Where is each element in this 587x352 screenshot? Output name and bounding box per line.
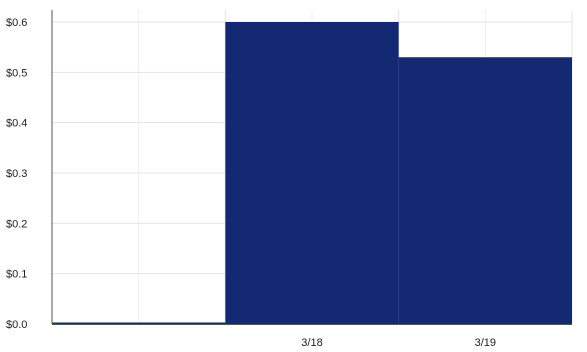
x-axis-labels: 3/18 3/19 bbox=[301, 337, 496, 349]
axes bbox=[51, 10, 572, 325]
y-tick-label: $0.3 bbox=[6, 168, 27, 180]
y-tick-label: $0.5 bbox=[6, 67, 27, 79]
y-axis-labels: $0.0 $0.1 $0.2 $0.3 $0.4 $0.5 $0.6 bbox=[6, 17, 27, 331]
y-tick-label: $0.0 bbox=[6, 319, 27, 331]
x-tick-label: 3/19 bbox=[475, 337, 496, 349]
area-step-3-18 bbox=[225, 22, 399, 324]
x-tick-label: 3/18 bbox=[301, 337, 322, 349]
y-tick-label: $0.6 bbox=[6, 17, 27, 29]
area-step-3-19 bbox=[398, 57, 572, 324]
chart-area bbox=[52, 22, 572, 325]
y-tick-label: $0.4 bbox=[6, 118, 27, 130]
y-tick-label: $0.2 bbox=[6, 218, 27, 230]
y-tick-label: $0.1 bbox=[6, 269, 27, 281]
